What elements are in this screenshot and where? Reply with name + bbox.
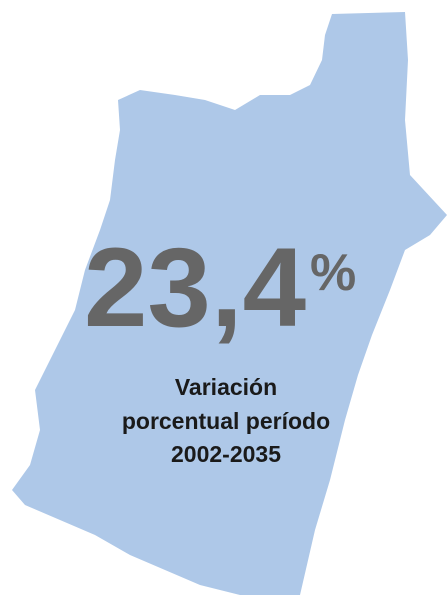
caption-line: porcentual período xyxy=(122,408,330,434)
caption-line: 2002-2035 xyxy=(171,441,281,467)
headline-value: 23,4 xyxy=(84,225,306,350)
caption-line: Variación xyxy=(175,374,277,400)
region-map xyxy=(12,12,447,595)
headline-unit: % xyxy=(310,244,356,302)
